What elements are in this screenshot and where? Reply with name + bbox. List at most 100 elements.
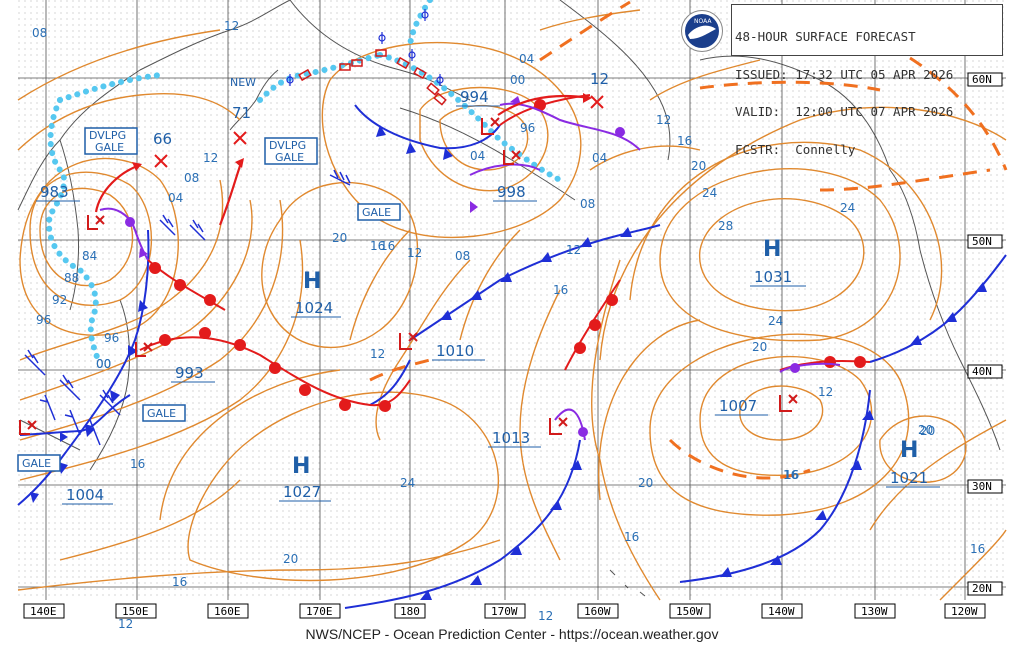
isobar-label: 00: [510, 73, 525, 87]
low-center-1013: [549, 417, 568, 435]
cold-front-south: [344, 439, 581, 609]
high-value: 1024: [295, 299, 333, 317]
isobar-label: 04: [592, 151, 607, 165]
low-value: 1010: [436, 342, 474, 360]
isobar-label: 96: [36, 313, 51, 327]
isobar-label: 12: [538, 609, 553, 623]
high-centers: H 1024 H 1031 H 1027 H 1021: [279, 237, 940, 502]
isobar-label: 20: [752, 340, 767, 354]
isobar-label: 20: [332, 231, 347, 245]
issued-time: ISSUED: 17:32 UTC 05 APR 2026: [735, 66, 954, 82]
lon-label: 140E: [30, 605, 57, 618]
isobar-label: 16: [677, 134, 692, 148]
high-center-1024: H 1024: [291, 269, 341, 318]
track-arrows: [132, 93, 592, 171]
new-label: NEW: [230, 76, 256, 89]
offshore-markers: [298, 49, 447, 106]
isobar-label: 08: [184, 171, 199, 185]
isobar-label: 20: [920, 424, 935, 438]
warning-gale-north: GALE: [357, 203, 401, 221]
warning-dvlpg-gale-west: DVLPG GALE: [84, 127, 138, 155]
high-center-1031: H 1031: [750, 237, 806, 287]
isobar-label: 04: [168, 191, 183, 205]
isobar-label: 08: [32, 26, 47, 40]
isobar-label: 96: [520, 121, 535, 135]
isobar-label: 16: [130, 457, 145, 471]
isobar-label: 08: [455, 249, 470, 263]
longitude-labels: 140E 150E 160E 170E 180 170W 160W 150W 1…: [23, 603, 986, 619]
low-value: 1007: [719, 397, 757, 415]
cold-front-north: [354, 104, 501, 150]
warning-line: DVLPG GALE: [269, 139, 306, 164]
high-symbol: H: [303, 269, 321, 294]
forecast-position-values: 66 71 12: [153, 70, 609, 148]
isobar-label: 04: [519, 52, 534, 66]
isobar-label: 12: [118, 617, 133, 631]
low-center-994: [481, 117, 500, 135]
isobar-label: 24: [702, 186, 717, 200]
isobar-label: 16: [783, 468, 798, 482]
low-center-983: [87, 215, 105, 230]
cold-front-east: [679, 389, 871, 583]
isobar-label: 24: [768, 314, 783, 328]
forecast-title: 48-HOUR SURFACE FORECAST: [735, 29, 916, 44]
isobar-label: 20: [638, 476, 653, 490]
forecast-position-value: 12: [590, 70, 609, 88]
isobar-label: 12: [566, 243, 581, 257]
isobar-label: 88: [64, 271, 79, 285]
warm-front-bumps: [149, 99, 866, 412]
isobar-label: 20: [283, 552, 298, 566]
warning-gale-west: GALE: [142, 404, 186, 422]
lon-label: 140W: [768, 605, 795, 618]
isobar-label: 16: [970, 542, 985, 556]
isobar-label: 08: [580, 197, 595, 211]
isobar-label: 00: [96, 357, 111, 371]
lat-label: 30N: [972, 480, 992, 493]
warning-dvlpg-gale-central: DVLPG GALE: [264, 137, 318, 165]
isobar-label: 12: [407, 246, 422, 260]
lat-label: 40N: [972, 365, 992, 378]
forecast-position-x: [154, 95, 604, 168]
warning-line: GALE: [362, 206, 391, 219]
isobar-label: 12: [818, 385, 833, 399]
low-center-993: [135, 342, 153, 357]
map-background: [18, 0, 1006, 600]
low-center-1004: [19, 420, 37, 435]
low-value: 983: [40, 183, 69, 201]
high-value: 1027: [283, 483, 321, 501]
lon-label: 120W: [951, 605, 978, 618]
isobar-label: 16: [380, 239, 395, 253]
high-symbol: H: [900, 438, 918, 463]
high-center-1021: H 1021: [886, 438, 940, 488]
isobar-label: 96: [104, 331, 119, 345]
warning-line: GALE: [22, 457, 51, 470]
cold-front-west: [17, 229, 150, 506]
valid-time: VALID: 12:00 UTC 07 APR 2026: [735, 104, 954, 119]
svg-text:NOAA: NOAA: [694, 18, 712, 25]
forecast-position-value: 66: [153, 130, 172, 148]
isobar-label: 84: [82, 249, 97, 263]
low-values: 983 993 1004 994 998 1010 1013 1007: [36, 88, 768, 505]
low-value: 994: [460, 88, 489, 106]
warning-boxes: DVLPG GALE DVLPG GALE GALE GALE GALE: [17, 127, 401, 472]
isobar-label: 12: [656, 113, 671, 127]
high-value: 1031: [754, 268, 792, 286]
latitude-labels: 60N 50N 40N 30N 20N: [967, 72, 1003, 596]
footer-credit: NWS/NCEP - Ocean Prediction Center - htt…: [305, 626, 719, 642]
occluded-symbols: [125, 96, 800, 437]
lon-label: 150E: [122, 605, 149, 618]
isobar-label: 12: [370, 347, 385, 361]
low-value: 1004: [66, 486, 104, 504]
forecast-header: 48-HOUR SURFACE FORECAST ISSUED: 17:32 U…: [731, 4, 1003, 155]
isobar-label: 16: [624, 530, 639, 544]
lon-label: 160W: [584, 605, 611, 618]
high-symbol: H: [763, 237, 781, 262]
lon-label: 160E: [214, 605, 241, 618]
high-center-1027: H 1027: [279, 454, 331, 502]
lon-label: 170W: [491, 605, 518, 618]
isobar-label: 20: [691, 159, 706, 173]
isobar-label: 04: [470, 149, 485, 163]
warning-gale-southwest: GALE: [17, 454, 61, 472]
cold-front-teeth: [30, 125, 987, 600]
noaa-bird-icon: NOAA: [685, 14, 719, 48]
